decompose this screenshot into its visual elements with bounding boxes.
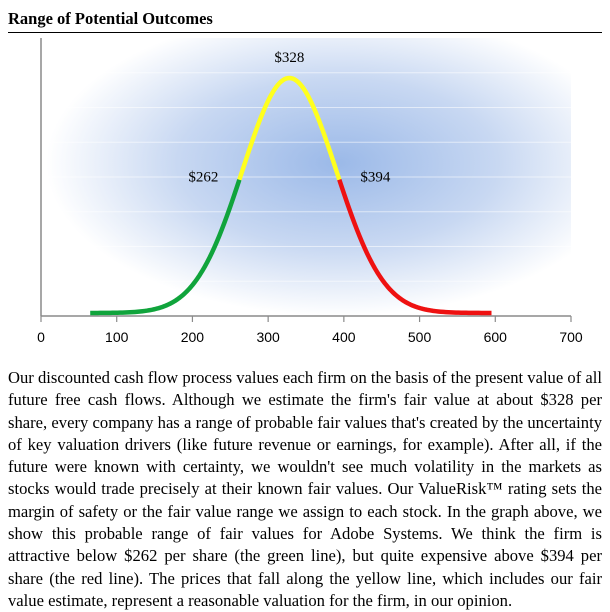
curve-yellow <box>237 75 342 181</box>
x-tick-label: 500 <box>408 329 432 345</box>
annotation-label: $394 <box>360 170 391 186</box>
x-tick-label: 100 <box>105 329 129 345</box>
annotation-label: $262 <box>188 170 218 186</box>
value-annotations: $328 $262 $394 <box>188 50 390 186</box>
description-paragraph: Our discounted cash flow process values … <box>8 368 602 610</box>
x-tick-label: 0 <box>37 329 45 345</box>
chart-area: 0 100 200 300 400 500 600 700 $328 $262 $394 <box>0 30 610 360</box>
curve-red <box>337 178 492 316</box>
curve-green <box>90 178 242 316</box>
x-axis-ticks: 0 100 200 300 400 500 600 700 <box>37 316 583 345</box>
x-tick-label: 700 <box>559 329 583 345</box>
x-tick-label: 200 <box>181 329 205 345</box>
chart-title: Range of Potential Outcomes <box>8 9 602 33</box>
distribution-curves <box>90 75 492 316</box>
x-tick-label: 600 <box>484 329 508 345</box>
annotation-label: $328 <box>274 50 304 66</box>
distribution-chart: 0 100 200 300 400 500 600 700 $328 $262 $394 <box>37 38 583 345</box>
gridlines <box>41 72 571 282</box>
x-tick-label: 300 <box>256 329 280 345</box>
x-tick-label: 400 <box>332 329 356 345</box>
